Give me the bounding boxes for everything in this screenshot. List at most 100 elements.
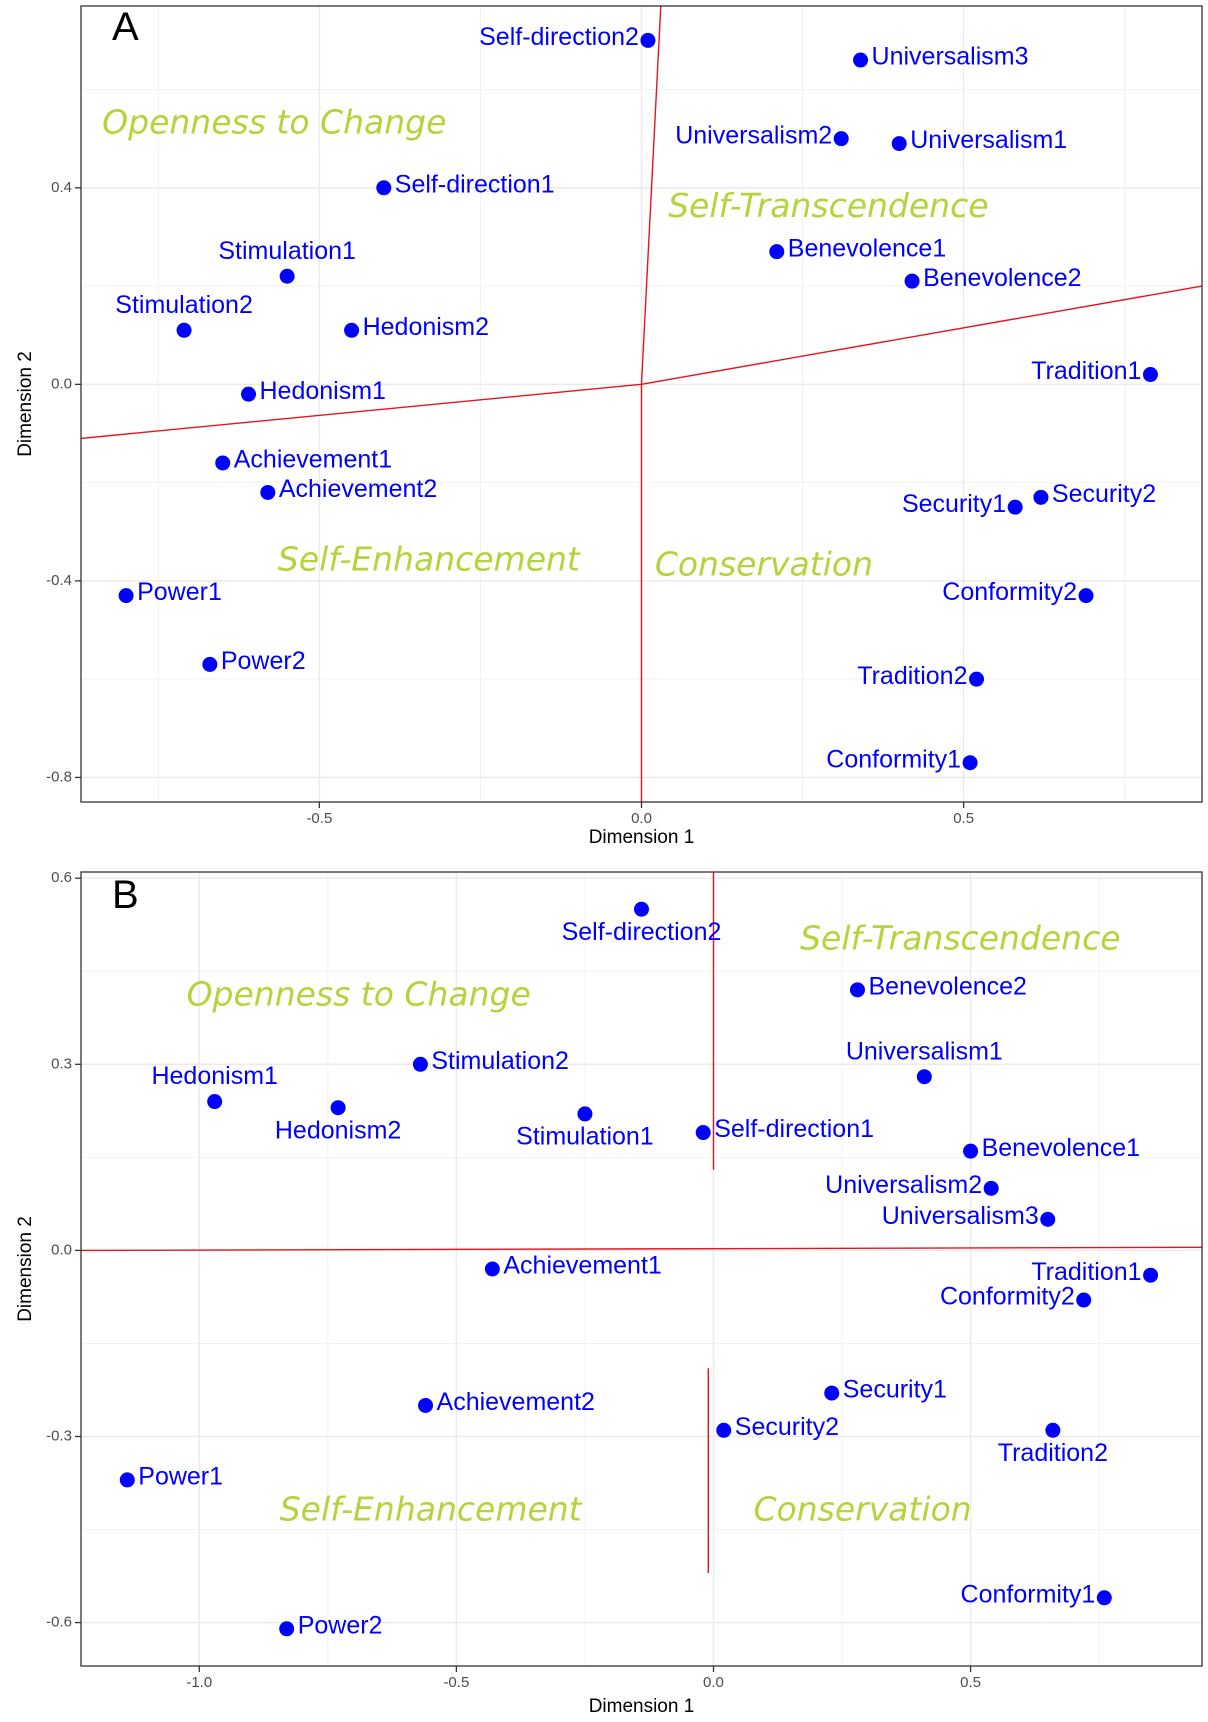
point-label: Tradition2 — [857, 662, 967, 690]
data-point — [279, 268, 295, 284]
y-tick-label: 0.0 — [51, 375, 72, 392]
data-point — [215, 455, 231, 471]
point-label: Achievement2 — [437, 1388, 595, 1416]
point-label: Benevolence2 — [923, 264, 1081, 292]
region-label: Self-Transcendence — [668, 186, 988, 225]
point-label: Stimulation2 — [115, 291, 253, 319]
point-label: Power1 — [137, 578, 222, 606]
axes: -0.5 0.0 0.5 -0.8 -0.4 0.0 0.4 Dimension 1 Dimen… — [15, 179, 974, 848]
data-point — [260, 484, 276, 500]
point-label: Hedonism1 — [151, 1062, 277, 1090]
point-label: Hedonism1 — [260, 377, 386, 405]
y-tick-label: 0.6 — [51, 869, 72, 886]
point-label: Self-direction1 — [395, 170, 555, 198]
point-label: Universalism3 — [872, 43, 1029, 71]
region-label: Self-Enhancement — [280, 1489, 583, 1528]
point-label: Security1 — [902, 490, 1006, 518]
point-label: Universalism3 — [882, 1202, 1039, 1230]
region-label: Openness to Change — [102, 102, 446, 141]
data-point — [916, 1069, 932, 1085]
point-label: Tradition1 — [1031, 1258, 1141, 1286]
x-tick-label: 0.5 — [960, 1674, 981, 1691]
point-label: Conformity1 — [961, 1580, 1096, 1608]
point-label: Hedonism2 — [275, 1116, 401, 1144]
point-label: Universalism2 — [825, 1171, 982, 1199]
data-point — [1040, 1211, 1056, 1227]
point-label: Power1 — [138, 1463, 223, 1491]
panel-letter: A — [112, 5, 139, 49]
x-axis-title: Dimension 1 — [589, 827, 695, 848]
data-point — [833, 131, 849, 147]
data-point — [1096, 1590, 1112, 1606]
divider-line — [80, 1246, 1203, 1252]
point-label: Conformity2 — [940, 1283, 1075, 1311]
y-tick-label: 0.3 — [51, 1055, 72, 1072]
data-point — [1142, 367, 1158, 383]
data-point — [376, 180, 392, 196]
point-label: Conformity1 — [826, 745, 961, 773]
data-point — [849, 982, 865, 998]
data-point — [577, 1106, 593, 1122]
point-label: Stimulation2 — [431, 1047, 569, 1075]
data-point — [118, 588, 134, 604]
point-label: Tradition2 — [998, 1439, 1108, 1467]
region-label: Conservation — [754, 1489, 972, 1528]
point-label: Security2 — [735, 1413, 839, 1441]
data-point — [824, 1385, 840, 1401]
axes: -1.0 -0.5 0.0 0.5 -0.6 -0.3 0.0 0.3 0.6 Dimension… — [15, 869, 981, 1717]
point-label: Security1 — [843, 1376, 947, 1404]
region-labels: Openness to Change Self-Transcendence Self… — [187, 919, 1121, 1529]
data-points: Self-direction2 Benevolence2 Stimulation2 U… — [119, 901, 1159, 1639]
point-label: Power2 — [221, 647, 306, 675]
point-label: Conformity2 — [942, 578, 1077, 606]
x-tick-label: -0.5 — [443, 1674, 469, 1691]
point-label: Security2 — [1052, 480, 1156, 508]
region-label: Conservation — [655, 545, 873, 584]
point-label: Hedonism2 — [363, 313, 489, 341]
data-point — [891, 136, 907, 152]
data-point — [418, 1397, 434, 1413]
point-label: Achievement1 — [234, 446, 392, 474]
y-tick-label: 0.4 — [51, 179, 72, 196]
plot-background — [81, 872, 1202, 1666]
data-point — [640, 32, 656, 48]
data-point — [344, 322, 360, 338]
y-tick-label: 0.0 — [51, 1241, 72, 1258]
data-point — [962, 755, 978, 771]
point-label: Universalism1 — [846, 1037, 1003, 1065]
data-point — [119, 1472, 135, 1488]
data-point — [1045, 1422, 1061, 1438]
point-label: Self-direction2 — [479, 23, 639, 51]
data-point — [484, 1261, 500, 1277]
point-label: Benevolence2 — [868, 972, 1026, 1000]
x-tick-label: 0.0 — [703, 1674, 724, 1691]
data-point — [1076, 1292, 1092, 1308]
data-points: Self-direction2 Universalism3 Universalism… — [115, 23, 1158, 773]
panel-a: Openness to ChangeSelf-TranscendenceSelf… — [15, 5, 1203, 848]
data-point — [1033, 489, 1049, 505]
point-label: Benevolence1 — [788, 234, 946, 262]
x-tick-label: -0.5 — [306, 810, 332, 827]
y-tick-label: -0.6 — [46, 1614, 72, 1631]
point-label: Universalism1 — [910, 126, 1067, 154]
data-point — [207, 1094, 223, 1110]
panel-b: Openness to ChangeSelf-TranscendenceSelf… — [15, 869, 1203, 1717]
panel-letter: B — [112, 873, 139, 917]
point-label: Benevolence1 — [982, 1134, 1140, 1162]
point-label: Self-direction1 — [714, 1115, 874, 1143]
divider-line — [640, 5, 662, 385]
region-label: Self-Transcendence — [800, 919, 1120, 958]
data-point — [241, 386, 257, 402]
plot-border — [80, 871, 1203, 1667]
point-label: Self-direction2 — [562, 918, 722, 946]
data-point — [969, 671, 985, 687]
data-point — [634, 901, 649, 917]
grid — [81, 872, 1202, 1666]
point-label: Universalism2 — [675, 121, 832, 149]
data-point — [695, 1125, 711, 1141]
point-label: Power2 — [298, 1611, 383, 1639]
point-label: Stimulation1 — [516, 1123, 654, 1151]
dimension-lines — [80, 5, 1203, 802]
x-axis-title: Dimension 1 — [589, 1696, 695, 1717]
